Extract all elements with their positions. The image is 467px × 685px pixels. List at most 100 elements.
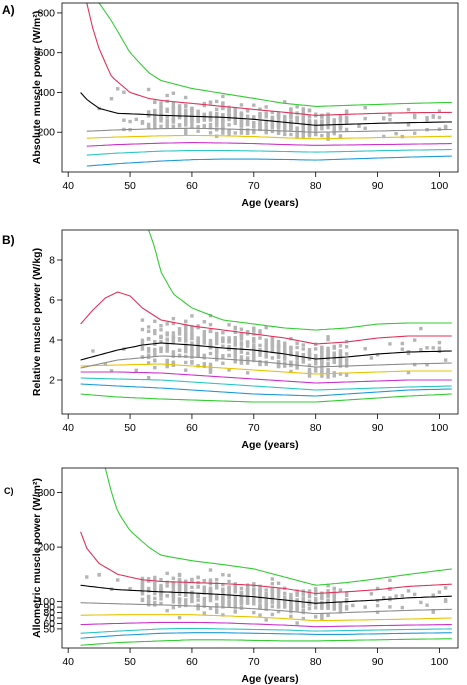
data-point bbox=[264, 120, 268, 124]
data-point bbox=[202, 112, 207, 117]
data-point bbox=[171, 331, 176, 335]
data-point bbox=[202, 334, 207, 338]
data-point bbox=[190, 314, 194, 318]
data-point bbox=[196, 347, 200, 352]
data-point bbox=[425, 346, 429, 350]
data-point bbox=[153, 589, 157, 593]
data-point bbox=[171, 352, 176, 356]
data-point bbox=[153, 585, 157, 589]
data-point bbox=[140, 592, 145, 596]
data-point bbox=[221, 94, 225, 99]
series-line-6 bbox=[80, 584, 452, 604]
data-point bbox=[165, 594, 169, 598]
data-point bbox=[202, 320, 207, 324]
y-tick-label: 400 bbox=[37, 87, 55, 99]
data-point bbox=[109, 97, 114, 101]
series-line-1 bbox=[80, 632, 452, 639]
data-point bbox=[221, 114, 225, 118]
data-point bbox=[196, 109, 200, 114]
data-point bbox=[184, 345, 188, 349]
data-point bbox=[184, 325, 188, 330]
data-point bbox=[320, 133, 324, 138]
data-point bbox=[245, 130, 250, 135]
data-point bbox=[239, 586, 244, 591]
data-point bbox=[344, 109, 349, 113]
data-point bbox=[270, 604, 275, 609]
data-point bbox=[153, 358, 157, 362]
data-point bbox=[332, 597, 336, 602]
data-point bbox=[276, 345, 281, 350]
y-tick-label: 300 bbox=[37, 487, 55, 499]
x-tick-label: 40 bbox=[62, 422, 74, 434]
data-point bbox=[171, 594, 176, 598]
data-point bbox=[388, 342, 392, 346]
data-point bbox=[363, 347, 367, 351]
data-point bbox=[214, 610, 219, 614]
data-point bbox=[307, 357, 312, 361]
data-point bbox=[208, 322, 213, 327]
data-point bbox=[264, 325, 268, 330]
data-point bbox=[289, 360, 293, 364]
data-point bbox=[338, 349, 343, 353]
data-point bbox=[221, 573, 225, 577]
data-point bbox=[338, 372, 343, 376]
data-point bbox=[295, 360, 299, 365]
data-point bbox=[338, 607, 343, 611]
data-point bbox=[202, 579, 207, 583]
data-point bbox=[295, 621, 299, 625]
data-point bbox=[165, 93, 169, 98]
data-point bbox=[245, 371, 250, 375]
data-point bbox=[326, 367, 330, 372]
data-point bbox=[307, 363, 312, 368]
data-point bbox=[184, 123, 188, 127]
data-point bbox=[332, 371, 336, 375]
data-point bbox=[227, 601, 231, 605]
data-point bbox=[400, 341, 405, 346]
y-axis-title: Allometric muscle power (W/m²) bbox=[31, 478, 43, 638]
y-tick-label: 2 bbox=[49, 375, 55, 387]
data-point bbox=[159, 339, 163, 344]
data-point bbox=[202, 353, 207, 358]
plot-frame bbox=[61, 229, 459, 415]
data-point bbox=[214, 347, 219, 351]
panel-label: C) bbox=[4, 486, 14, 496]
data-point bbox=[332, 586, 336, 591]
data-point bbox=[221, 331, 225, 335]
data-point bbox=[332, 359, 336, 364]
data-point bbox=[270, 116, 275, 120]
data-point bbox=[338, 124, 343, 128]
data-point bbox=[332, 374, 336, 378]
data-point bbox=[171, 118, 176, 122]
data-point bbox=[202, 339, 207, 343]
series-line-8 bbox=[104, 468, 452, 586]
data-point bbox=[313, 359, 318, 363]
data-point bbox=[320, 125, 324, 129]
data-point bbox=[233, 326, 237, 331]
x-axis-title: Age (years) bbox=[241, 673, 298, 685]
data-point bbox=[295, 345, 299, 350]
data-point bbox=[252, 598, 256, 602]
data-point bbox=[301, 126, 306, 130]
y-tick-label: 60 bbox=[43, 618, 55, 630]
data-point bbox=[196, 115, 200, 120]
data-point bbox=[320, 126, 324, 131]
data-point bbox=[165, 109, 169, 114]
data-point bbox=[184, 121, 188, 125]
data-point bbox=[146, 361, 151, 365]
data-point bbox=[239, 361, 244, 365]
data-point bbox=[313, 122, 318, 126]
data-point bbox=[165, 331, 169, 335]
data-point bbox=[208, 122, 213, 127]
data-point bbox=[153, 110, 157, 114]
data-point bbox=[252, 582, 256, 586]
data-point bbox=[320, 595, 324, 600]
data-point bbox=[208, 568, 213, 572]
data-point bbox=[221, 336, 225, 340]
plot-frame bbox=[61, 2, 459, 173]
data-point bbox=[208, 370, 213, 374]
data-point bbox=[227, 585, 231, 589]
data-point bbox=[221, 599, 225, 603]
data-point bbox=[363, 116, 367, 121]
data-point bbox=[295, 341, 299, 345]
data-point bbox=[239, 327, 244, 331]
